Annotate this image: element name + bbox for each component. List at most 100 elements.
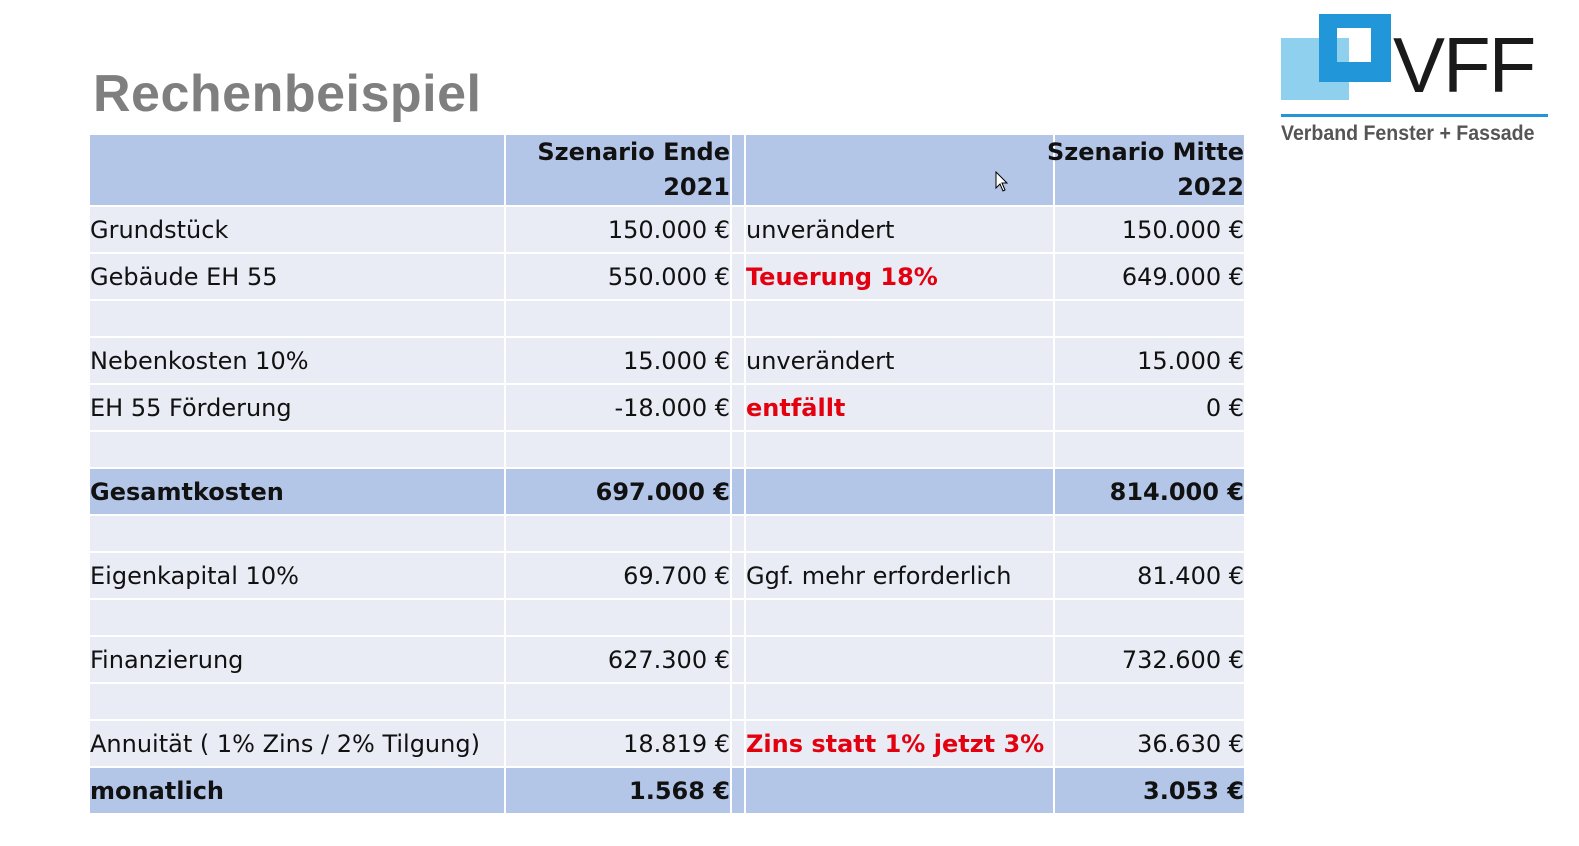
value-2022: 36.630 € — [1055, 721, 1244, 766]
row-note: unverändert — [746, 338, 1053, 383]
row-note — [746, 516, 1053, 551]
row-note — [746, 637, 1053, 682]
row-label — [90, 301, 504, 336]
table-row: Annuität ( 1% Zins / 2% Tilgung) 18.819 €… — [90, 721, 1244, 766]
value-2022: 649.000 € — [1055, 254, 1244, 299]
value-2021: -18.000 € — [506, 385, 730, 430]
row-note — [746, 684, 1053, 719]
header-cell-2021: Szenario Ende 2021 — [506, 135, 730, 205]
value-2021: 697.000 € — [506, 469, 730, 514]
table-spacer-row — [90, 516, 1244, 551]
row-label: Grundstück — [90, 207, 504, 252]
spacer-cell — [732, 432, 744, 467]
table-spacer-row — [90, 301, 1244, 336]
header-2021-line2: 2021 — [663, 173, 730, 201]
value-2022 — [1055, 432, 1244, 467]
table-row: Gesamtkosten 697.000 € 814.000 € — [90, 469, 1244, 514]
value-2022 — [1055, 301, 1244, 336]
table-row: Eigenkapital 10% 69.700 € Ggf. mehr erford… — [90, 553, 1244, 598]
value-2021: 550.000 € — [506, 254, 730, 299]
row-label: Eigenkapital 10% — [90, 553, 504, 598]
value-2022: 732.600 € — [1055, 637, 1244, 682]
table-row: Gebäude EH 55 550.000 € Teuerung 18% 649.00… — [90, 254, 1244, 299]
header-2022-line1: Szenario Mitte — [1046, 138, 1244, 166]
value-2022: 81.400 € — [1055, 553, 1244, 598]
row-note: unverändert — [746, 207, 1053, 252]
spacer-cell — [732, 254, 744, 299]
spacer-cell — [732, 207, 744, 252]
spacer-cell — [732, 600, 744, 635]
row-note: entfällt — [746, 385, 1053, 430]
row-label: Finanzierung — [90, 637, 504, 682]
table-header-row: Szenario Ende 2021 Szenario Mitte 2022 — [90, 135, 1244, 205]
row-label: EH 55 Förderung — [90, 385, 504, 430]
logo-square-accent — [1337, 38, 1349, 62]
table-row: Grundstück 150.000 € unverändert 150.000 € — [90, 207, 1244, 252]
value-2022: 3.053 € — [1055, 768, 1244, 813]
logo-divider — [1281, 114, 1548, 117]
value-2021: 627.300 € — [506, 637, 730, 682]
logo-wordmark: VFF — [1393, 21, 1536, 109]
row-label — [90, 432, 504, 467]
spacer-cell — [732, 301, 744, 336]
value-2021: 150.000 € — [506, 207, 730, 252]
table-row: EH 55 Förderung -18.000 € entfällt 0 € — [90, 385, 1244, 430]
header-cell-2022: Szenario Mitte 2022 — [1047, 135, 1244, 205]
header-cell-note — [746, 135, 1053, 205]
spacer-cell — [732, 516, 744, 551]
row-label: monatlich — [90, 768, 504, 813]
page-title: Rechenbeispiel — [93, 65, 482, 123]
row-label — [90, 600, 504, 635]
table-row: monatlich 1.568 € 3.053 € — [90, 768, 1244, 813]
spacer-cell — [732, 721, 744, 766]
spacer-cell — [732, 338, 744, 383]
value-2022: 15.000 € — [1055, 338, 1244, 383]
value-2022: 0 € — [1055, 385, 1244, 430]
value-2022 — [1055, 684, 1244, 719]
row-label: Annuität ( 1% Zins / 2% Tilgung) — [90, 721, 504, 766]
value-2021 — [506, 600, 730, 635]
value-2021 — [506, 684, 730, 719]
value-2022: 814.000 € — [1055, 469, 1244, 514]
header-2022-line2: 2022 — [1177, 173, 1244, 201]
spacer-cell — [732, 553, 744, 598]
value-2021 — [506, 301, 730, 336]
value-2022: 150.000 € — [1055, 207, 1244, 252]
spacer-cell — [732, 637, 744, 682]
value-2021: 69.700 € — [506, 553, 730, 598]
header-2021-line1: Szenario Ende — [537, 138, 730, 166]
row-label — [90, 516, 504, 551]
table-spacer-row — [90, 684, 1244, 719]
value-2022 — [1055, 600, 1244, 635]
table-spacer-row — [90, 600, 1244, 635]
spacer-cell — [732, 684, 744, 719]
table-row: Nebenkosten 10% 15.000 € unverändert 15.000… — [90, 338, 1244, 383]
row-note — [746, 768, 1053, 813]
header-cell-spacer — [732, 135, 744, 205]
row-note: Teuerung 18% — [746, 254, 1053, 299]
row-note: Ggf. mehr erforderlich — [746, 553, 1053, 598]
vff-logo: VFF Verband Fenster + Fassade — [1281, 14, 1551, 154]
value-2021 — [506, 432, 730, 467]
row-note — [746, 600, 1053, 635]
row-note — [746, 432, 1053, 467]
value-2021 — [506, 516, 730, 551]
row-label: Nebenkosten 10% — [90, 338, 504, 383]
row-label: Gebäude EH 55 — [90, 254, 504, 299]
header-cell-label — [90, 135, 504, 205]
row-note: Zins statt 1% jetzt 3% — [746, 721, 1053, 766]
logo-subtitle: Verband Fenster + Fassade — [1281, 122, 1535, 145]
row-label: Gesamtkosten — [90, 469, 504, 514]
value-2021: 18.819 € — [506, 721, 730, 766]
spacer-cell — [732, 469, 744, 514]
row-note — [746, 301, 1053, 336]
spacer-cell — [732, 385, 744, 430]
mouse-pointer-icon — [995, 171, 1009, 192]
table-spacer-row — [90, 432, 1244, 467]
value-2021: 1.568 € — [506, 768, 730, 813]
row-label — [90, 684, 504, 719]
table-row: Finanzierung 627.300 € 732.600 € — [90, 637, 1244, 682]
spacer-cell — [732, 768, 744, 813]
row-note — [746, 469, 1053, 514]
value-2022 — [1055, 516, 1244, 551]
